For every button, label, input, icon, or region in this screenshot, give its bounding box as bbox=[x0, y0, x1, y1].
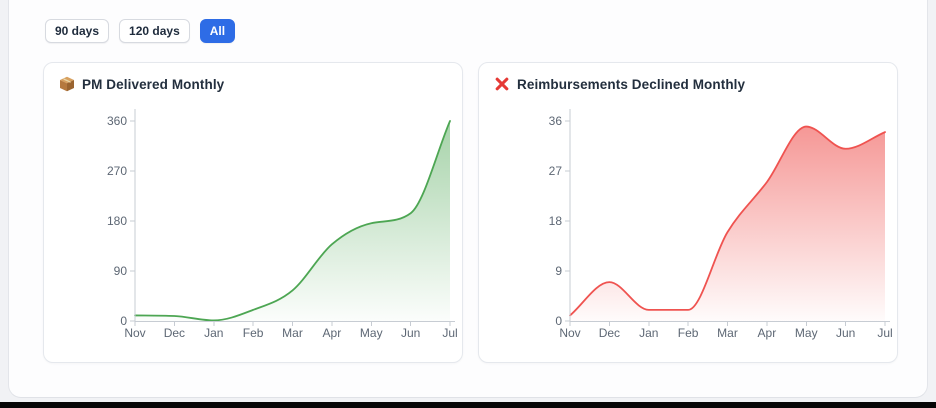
time-filter-group: 90 days 120 days All bbox=[45, 19, 236, 43]
trend-line bbox=[134, 120, 451, 322]
y-tick-label: 0 bbox=[120, 314, 127, 328]
x-tick-label: Jun bbox=[836, 326, 855, 340]
x-tick-label: Nov bbox=[124, 326, 145, 340]
chart-title: PM Delivered Monthly bbox=[82, 76, 225, 92]
filter-all-button[interactable]: All bbox=[199, 19, 236, 43]
x-tick-label: Apr bbox=[758, 326, 777, 340]
x-axis-ticks: Nov Dec Jan Feb Mar Apr May Jun Jul bbox=[124, 321, 458, 340]
x-tick-label: Jul bbox=[442, 326, 457, 340]
reimbursements-declined-area-chart: 0 9 18 27 36 Nov Dec Jan Feb Mar Apr May Jun Jul bbox=[549, 109, 893, 340]
reimbursements-declined-card-header: Reimbursements Declined Monthly bbox=[494, 76, 745, 92]
x-axis-ticks: Nov Dec Jan Feb Mar Apr May Jun Jul bbox=[559, 321, 893, 340]
y-tick-label: 180 bbox=[107, 214, 127, 228]
x-tick-label: Feb bbox=[243, 326, 264, 340]
x-tick-label: Jan bbox=[639, 326, 658, 340]
y-tick-label: 270 bbox=[107, 164, 127, 178]
area-fill bbox=[570, 126, 885, 321]
area-fill bbox=[135, 121, 450, 321]
y-tick-label: 9 bbox=[555, 264, 562, 278]
y-axis-ticks: 0 90 180 270 360 bbox=[107, 114, 135, 328]
chart-axes bbox=[134, 109, 455, 322]
x-tick-label: Jan bbox=[204, 326, 223, 340]
app-window-panel: 90 days 120 days All PM Delivered Monthl… bbox=[8, 0, 928, 398]
y-tick-label: 0 bbox=[555, 314, 562, 328]
y-tick-label: 36 bbox=[549, 114, 563, 128]
x-tick-label: Dec bbox=[164, 326, 185, 340]
y-tick-label: 90 bbox=[114, 264, 128, 278]
filter-120-days-button[interactable]: 120 days bbox=[119, 19, 190, 43]
filter-90-days-button[interactable]: 90 days bbox=[45, 19, 110, 43]
y-tick-label: 360 bbox=[107, 114, 127, 128]
chart-axes bbox=[569, 109, 890, 322]
charts-row: PM Delivered Monthly 0 90 180 270 360 Nov Dec J… bbox=[43, 62, 898, 363]
x-tick-label: Jul bbox=[877, 326, 892, 340]
y-axis-ticks: 0 9 18 27 36 bbox=[549, 114, 570, 328]
reimbursements-declined-card: Reimbursements Declined Monthly 0 9 18 27 36… bbox=[478, 62, 898, 363]
trend-line bbox=[569, 125, 886, 317]
x-tick-label: Jun bbox=[401, 326, 420, 340]
x-tick-label: Apr bbox=[323, 326, 342, 340]
pm-delivered-card-header: PM Delivered Monthly bbox=[59, 76, 224, 92]
x-tick-label: Mar bbox=[282, 326, 303, 340]
window-bottom-edge bbox=[0, 402, 936, 408]
y-tick-label: 18 bbox=[549, 214, 563, 228]
x-tick-label: Nov bbox=[559, 326, 580, 340]
pm-delivered-area-chart: 0 90 180 270 360 Nov Dec Jan Feb Mar Apr May Jun Jul bbox=[107, 109, 458, 340]
chart-title: Reimbursements Declined Monthly bbox=[517, 76, 746, 92]
x-tick-label: Mar bbox=[717, 326, 738, 340]
pm-delivered-card: PM Delivered Monthly 0 90 180 270 360 Nov Dec J… bbox=[43, 62, 463, 363]
x-tick-label: May bbox=[360, 326, 383, 340]
package-icon bbox=[59, 76, 75, 92]
x-tick-label: Dec bbox=[599, 326, 620, 340]
x-tick-label: May bbox=[795, 326, 818, 340]
y-tick-label: 27 bbox=[549, 164, 563, 178]
declined-icon bbox=[494, 76, 510, 92]
x-tick-label: Feb bbox=[678, 326, 699, 340]
